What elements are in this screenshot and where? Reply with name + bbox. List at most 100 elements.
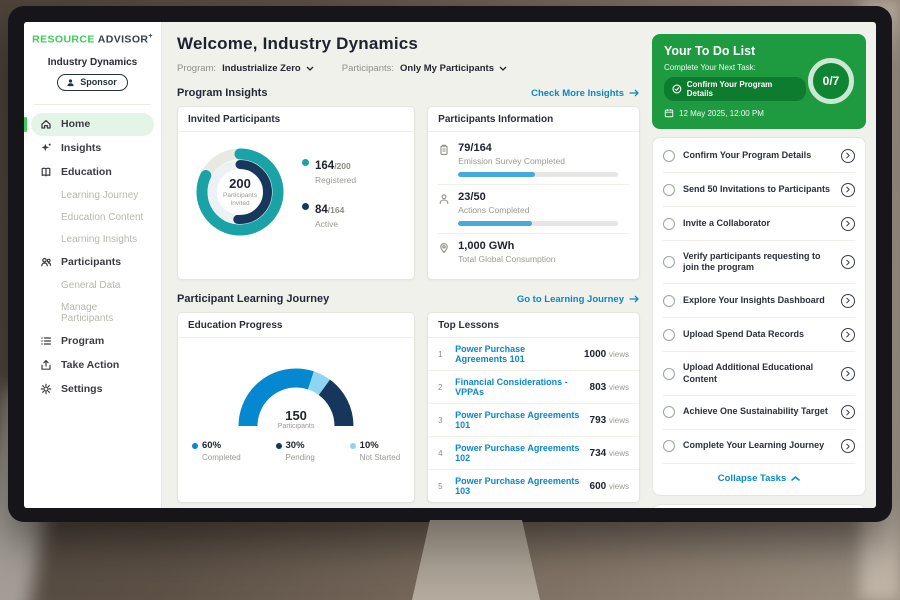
sidebar-item-participants[interactable]: Participants xyxy=(31,251,154,274)
book-icon xyxy=(41,167,51,177)
section-title-program-insights: Program Insights xyxy=(177,87,268,99)
task-row[interactable]: Confirm Your Program Details xyxy=(663,139,855,173)
card-title: Education Progress xyxy=(178,313,415,338)
legend-label: Pending xyxy=(285,453,315,462)
lesson-row: 3 Power Purchase Agreements 101 793 view… xyxy=(428,404,639,437)
chevron-up-icon xyxy=(791,475,800,481)
donut-center-label: Participants Invited xyxy=(223,191,257,207)
legend-dot xyxy=(302,202,309,210)
stat-label: Actions Completed xyxy=(458,205,530,215)
task-checkbox[interactable] xyxy=(663,406,675,419)
task-label: Confirm Your Program Details xyxy=(683,149,812,160)
sidebar-item-education[interactable]: Education xyxy=(31,161,154,184)
todo-panel: Your To Do List Complete Your Next Task:… xyxy=(652,22,876,508)
sidebar-item-insights[interactable]: Insights xyxy=(31,137,154,160)
card-title: Top Lessons xyxy=(428,313,639,338)
lesson-views-count: 600 xyxy=(589,480,607,492)
legend-dot xyxy=(275,442,282,449)
sidebar-item-program[interactable]: Program xyxy=(31,330,154,353)
task-row[interactable]: Invite a Collaborator xyxy=(663,207,855,241)
task-checkbox[interactable] xyxy=(663,183,675,196)
task-open-button[interactable] xyxy=(841,148,855,163)
lesson-rank: 3 xyxy=(438,415,443,425)
task-open-button[interactable] xyxy=(841,439,855,454)
legend-total: /200 xyxy=(334,160,351,171)
task-checkbox[interactable] xyxy=(663,328,675,341)
task-open-button[interactable] xyxy=(841,366,855,381)
task-row[interactable]: Upload Spend Data Records xyxy=(663,318,855,353)
todo-title: Your To Do List xyxy=(664,44,756,58)
sidebar-item-label: Learning Journey xyxy=(61,189,139,201)
chevron-right-icon xyxy=(846,297,850,304)
task-open-button[interactable] xyxy=(841,255,855,270)
task-row[interactable]: Complete Your Learning Journey xyxy=(663,430,855,464)
task-checkbox[interactable] xyxy=(663,367,675,380)
lesson-views-suffix: views xyxy=(608,448,629,458)
task-open-button[interactable] xyxy=(841,405,855,420)
check-more-insights-link[interactable]: Check More Insights xyxy=(531,88,640,99)
participants-filter[interactable]: Participants: Only My Participants xyxy=(342,63,507,74)
collapse-tasks-button[interactable]: Collapse Tasks xyxy=(663,464,855,494)
program-filter-value: Industrialize Zero xyxy=(222,63,301,74)
task-row[interactable]: Verify participants requesting to join t… xyxy=(663,241,855,285)
lesson-rank: 1 xyxy=(438,349,443,359)
chevron-right-icon xyxy=(846,409,850,416)
legend-label: Registered xyxy=(315,174,357,185)
progress-bar xyxy=(458,221,619,226)
task-row[interactable]: Achieve One Sustainability Target xyxy=(663,396,855,430)
sidebar-item-settings[interactable]: Settings xyxy=(31,378,154,401)
task-open-button[interactable] xyxy=(841,327,855,342)
program-filter[interactable]: Program: Industrialize Zero xyxy=(177,63,314,74)
stat-value: 79/164 xyxy=(458,142,492,154)
stat-value: 1,000 GWh xyxy=(458,240,515,252)
chevron-right-icon xyxy=(846,220,850,227)
task-checkbox[interactable] xyxy=(663,256,675,269)
todo-summary-card: Your To Do List Complete Your Next Task:… xyxy=(652,34,866,129)
sidebar-item-education-content[interactable]: Education Content xyxy=(31,207,154,228)
task-checkbox[interactable] xyxy=(663,149,675,162)
task-checkbox[interactable] xyxy=(663,217,675,230)
lesson-link[interactable]: Power Purchase Agreements 101 xyxy=(455,410,580,430)
sidebar-item-label: Program xyxy=(61,335,105,347)
lesson-row: 1 Power Purchase Agreements 101 1000 vie… xyxy=(428,338,639,371)
card-title: Participants Information xyxy=(428,107,639,132)
sidebar-item-learning-insights[interactable]: Learning Insights xyxy=(31,229,154,250)
sidebar-item-learning-journey[interactable]: Learning Journey xyxy=(31,185,154,206)
collapse-tasks-label: Collapse Tasks xyxy=(717,472,787,484)
dashboard-screen: RESOURCE ADVISOR+ Industry Dynamics Spon… xyxy=(24,22,876,508)
lesson-link[interactable]: Power Purchase Agreements 103 xyxy=(455,476,580,496)
sidebar-item-take-action[interactable]: Take Action xyxy=(31,354,154,377)
task-checkbox[interactable] xyxy=(663,440,675,453)
go-to-learning-journey-link[interactable]: Go to Learning Journey xyxy=(517,294,640,305)
lesson-link[interactable]: Power Purchase Agreements 101 xyxy=(455,344,526,364)
invited-participants-donut-chart: 200 Participants Invited xyxy=(188,140,292,244)
task-row[interactable]: Upload Additional Educational Content xyxy=(663,352,855,396)
sidebar-item-label: Participants xyxy=(61,256,122,268)
sidebar-item-manage-participants[interactable]: Manage Participants xyxy=(31,297,154,329)
next-task-pill[interactable]: Confirm Your Program Details xyxy=(664,77,806,101)
task-row[interactable]: Explore Your Insights Dashboard xyxy=(663,284,855,319)
lesson-views-count: 803 xyxy=(589,381,607,393)
lesson-views-suffix: views xyxy=(608,415,629,425)
chevron-right-icon xyxy=(846,331,850,338)
logo-text-dark: ADVISOR xyxy=(97,33,149,46)
lesson-link[interactable]: Financial Considerations - VPPAs xyxy=(455,377,568,397)
sidebar-item-home[interactable]: Home xyxy=(24,112,154,136)
lesson-link[interactable]: Power Purchase Agreements 102 xyxy=(455,443,580,463)
sidebar-item-general-data[interactable]: General Data xyxy=(31,275,154,296)
sidebar-item-label: Home xyxy=(61,118,91,130)
legend-item-registered: 164/200 Registered xyxy=(302,156,356,185)
task-checkbox[interactable] xyxy=(663,294,675,307)
sidebar-item-label: Settings xyxy=(61,383,103,395)
education-progress-card: Education Progress 150 Participants xyxy=(177,312,416,503)
invited-participants-card: Invited Participants xyxy=(177,106,416,280)
task-open-button[interactable] xyxy=(841,182,855,197)
sponsor-badge: Sponsor xyxy=(57,73,128,91)
progress-bar-fill xyxy=(458,221,532,226)
check-circle-icon xyxy=(672,84,682,94)
lesson-views-count: 793 xyxy=(589,414,607,426)
task-open-button[interactable] xyxy=(841,293,855,308)
task-open-button[interactable] xyxy=(841,216,855,231)
task-row[interactable]: Send 50 Invitations to Participants xyxy=(663,173,855,207)
sidebar-item-label: Education xyxy=(61,166,112,178)
